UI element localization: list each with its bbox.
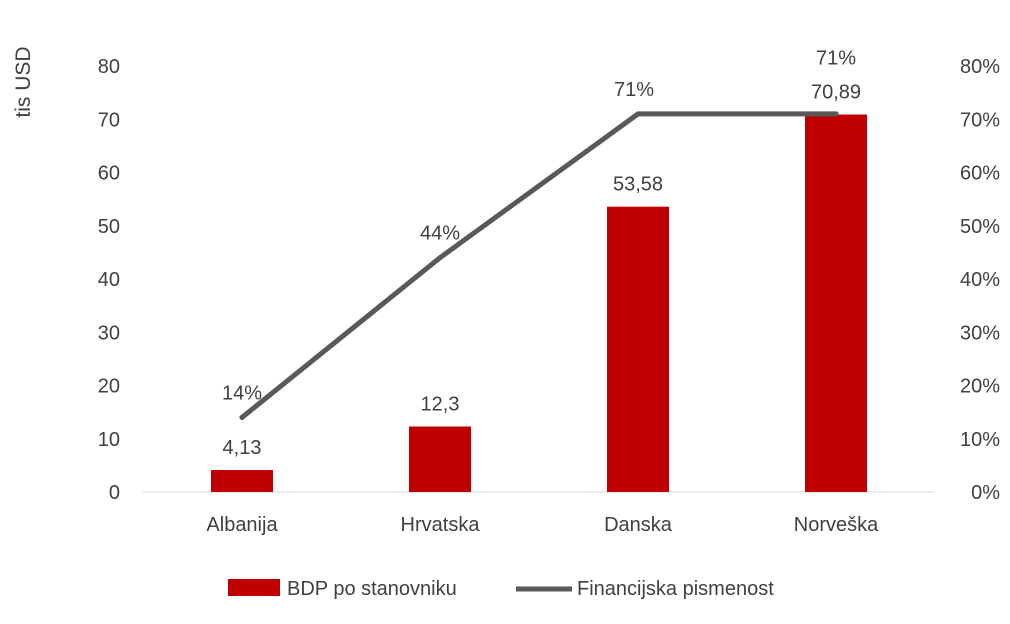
right-tick-label: 10% <box>960 429 1000 451</box>
category-labels: Albanija Hrvatska Danska Norveška <box>206 514 879 536</box>
bar <box>409 426 471 492</box>
left-tick-label: 70 <box>98 109 120 131</box>
category-label: Danska <box>604 514 673 536</box>
right-tick-label: 30% <box>960 322 1000 344</box>
bar-series: 4,13 12,3 53,58 70,89 <box>211 82 867 493</box>
right-tick-label: 80% <box>960 56 1000 78</box>
right-tick-label: 0% <box>971 482 1000 504</box>
legend-label-financijska: Financijska pismenost <box>577 578 774 600</box>
line-data-label: 44% <box>420 223 460 245</box>
right-tick-label: 60% <box>960 163 1000 185</box>
legend-swatch-bdp <box>228 579 280 596</box>
category-label: Hrvatska <box>401 514 481 536</box>
y-axis-title: tis USD <box>12 46 35 117</box>
category-label: Albanija <box>206 514 278 536</box>
right-tick-label: 70% <box>960 109 1000 131</box>
legend: BDP po stanovniku Financijska pismenost <box>228 578 774 600</box>
category-label: Norveška <box>794 514 879 536</box>
line-data-label: 14% <box>222 382 262 404</box>
bar-data-label: 70,89 <box>811 82 861 104</box>
line-point <box>437 255 443 261</box>
bar <box>211 470 273 492</box>
legend-label-bdp: BDP po stanovniku <box>287 578 457 600</box>
bar <box>607 206 669 492</box>
line-data-label: 71% <box>816 48 856 70</box>
left-tick-label: 0 <box>109 482 120 504</box>
right-axis-ticks: 0% 10% 20% 30% 40% 50% 60% 70% 80% <box>960 56 1000 504</box>
left-tick-label: 20 <box>98 376 120 398</box>
left-tick-label: 80 <box>98 56 120 78</box>
bar-data-label: 12,3 <box>421 394 460 416</box>
bar-data-label: 4,13 <box>223 437 262 459</box>
left-tick-label: 30 <box>98 322 120 344</box>
line-point <box>833 111 839 117</box>
bar-data-label: 53,58 <box>613 174 663 196</box>
line-data-label: 71% <box>614 79 654 101</box>
left-axis-ticks: 0 10 20 30 40 50 60 70 80 <box>98 56 120 504</box>
line-point <box>239 414 245 420</box>
left-tick-label: 40 <box>98 269 120 291</box>
bar <box>805 114 867 493</box>
left-tick-label: 60 <box>98 163 120 185</box>
right-tick-label: 50% <box>960 216 1000 238</box>
line-series: 14% 44% 71% 71% <box>222 48 856 420</box>
line-path <box>239 111 839 420</box>
right-tick-label: 20% <box>960 376 1000 398</box>
left-tick-label: 50 <box>98 216 120 238</box>
left-tick-label: 10 <box>98 429 120 451</box>
line-point <box>635 111 641 117</box>
right-tick-label: 40% <box>960 269 1000 291</box>
